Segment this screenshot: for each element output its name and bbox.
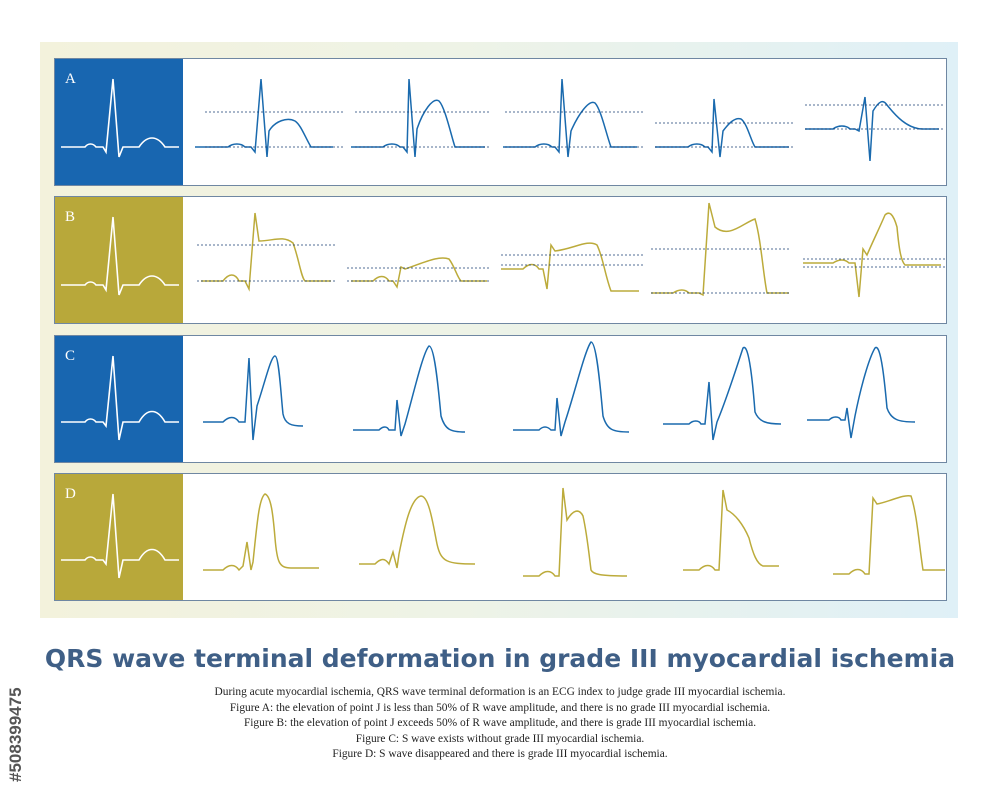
caption-line-a: Figure A: the elevation of point J is le… xyxy=(229,701,771,714)
row-a: A xyxy=(54,58,947,186)
stock-id: #508399475 xyxy=(6,687,25,782)
row-letter-b: B xyxy=(65,209,76,225)
reference-box-c xyxy=(55,336,183,462)
row-letter-d: D xyxy=(65,486,76,502)
ecg-waves-a xyxy=(195,78,945,162)
row-d: D xyxy=(54,473,947,601)
caption-line-c: Figure C: S wave exists without grade II… xyxy=(355,732,645,745)
row-letter-c: C xyxy=(65,348,76,364)
row-b: B xyxy=(54,196,947,324)
ecg-waves-d xyxy=(203,487,945,577)
row-letter-a: A xyxy=(65,71,76,87)
ecg-waves-c xyxy=(203,341,916,441)
reference-box-d xyxy=(55,474,183,600)
reference-ecg-d xyxy=(61,493,179,579)
row-c: C xyxy=(54,335,947,463)
ecg-waves-b xyxy=(197,202,945,298)
reference-ecg-a xyxy=(61,78,179,158)
reference-ecg-c xyxy=(61,355,179,441)
figure-caption: During acute myocardial ischemia, QRS wa… xyxy=(0,685,1000,763)
reference-box-b xyxy=(55,197,183,323)
caption-line-intro: During acute myocardial ischemia, QRS wa… xyxy=(214,686,786,698)
caption-line-b: Figure B: the elevation of point J excee… xyxy=(243,717,757,730)
caption-line-d: Figure D: S wave disappeared and there i… xyxy=(332,748,668,761)
reference-ecg-b xyxy=(61,216,179,296)
figure-title: QRS wave terminal deformation in grade I… xyxy=(44,644,956,673)
reference-box-a xyxy=(55,59,183,185)
